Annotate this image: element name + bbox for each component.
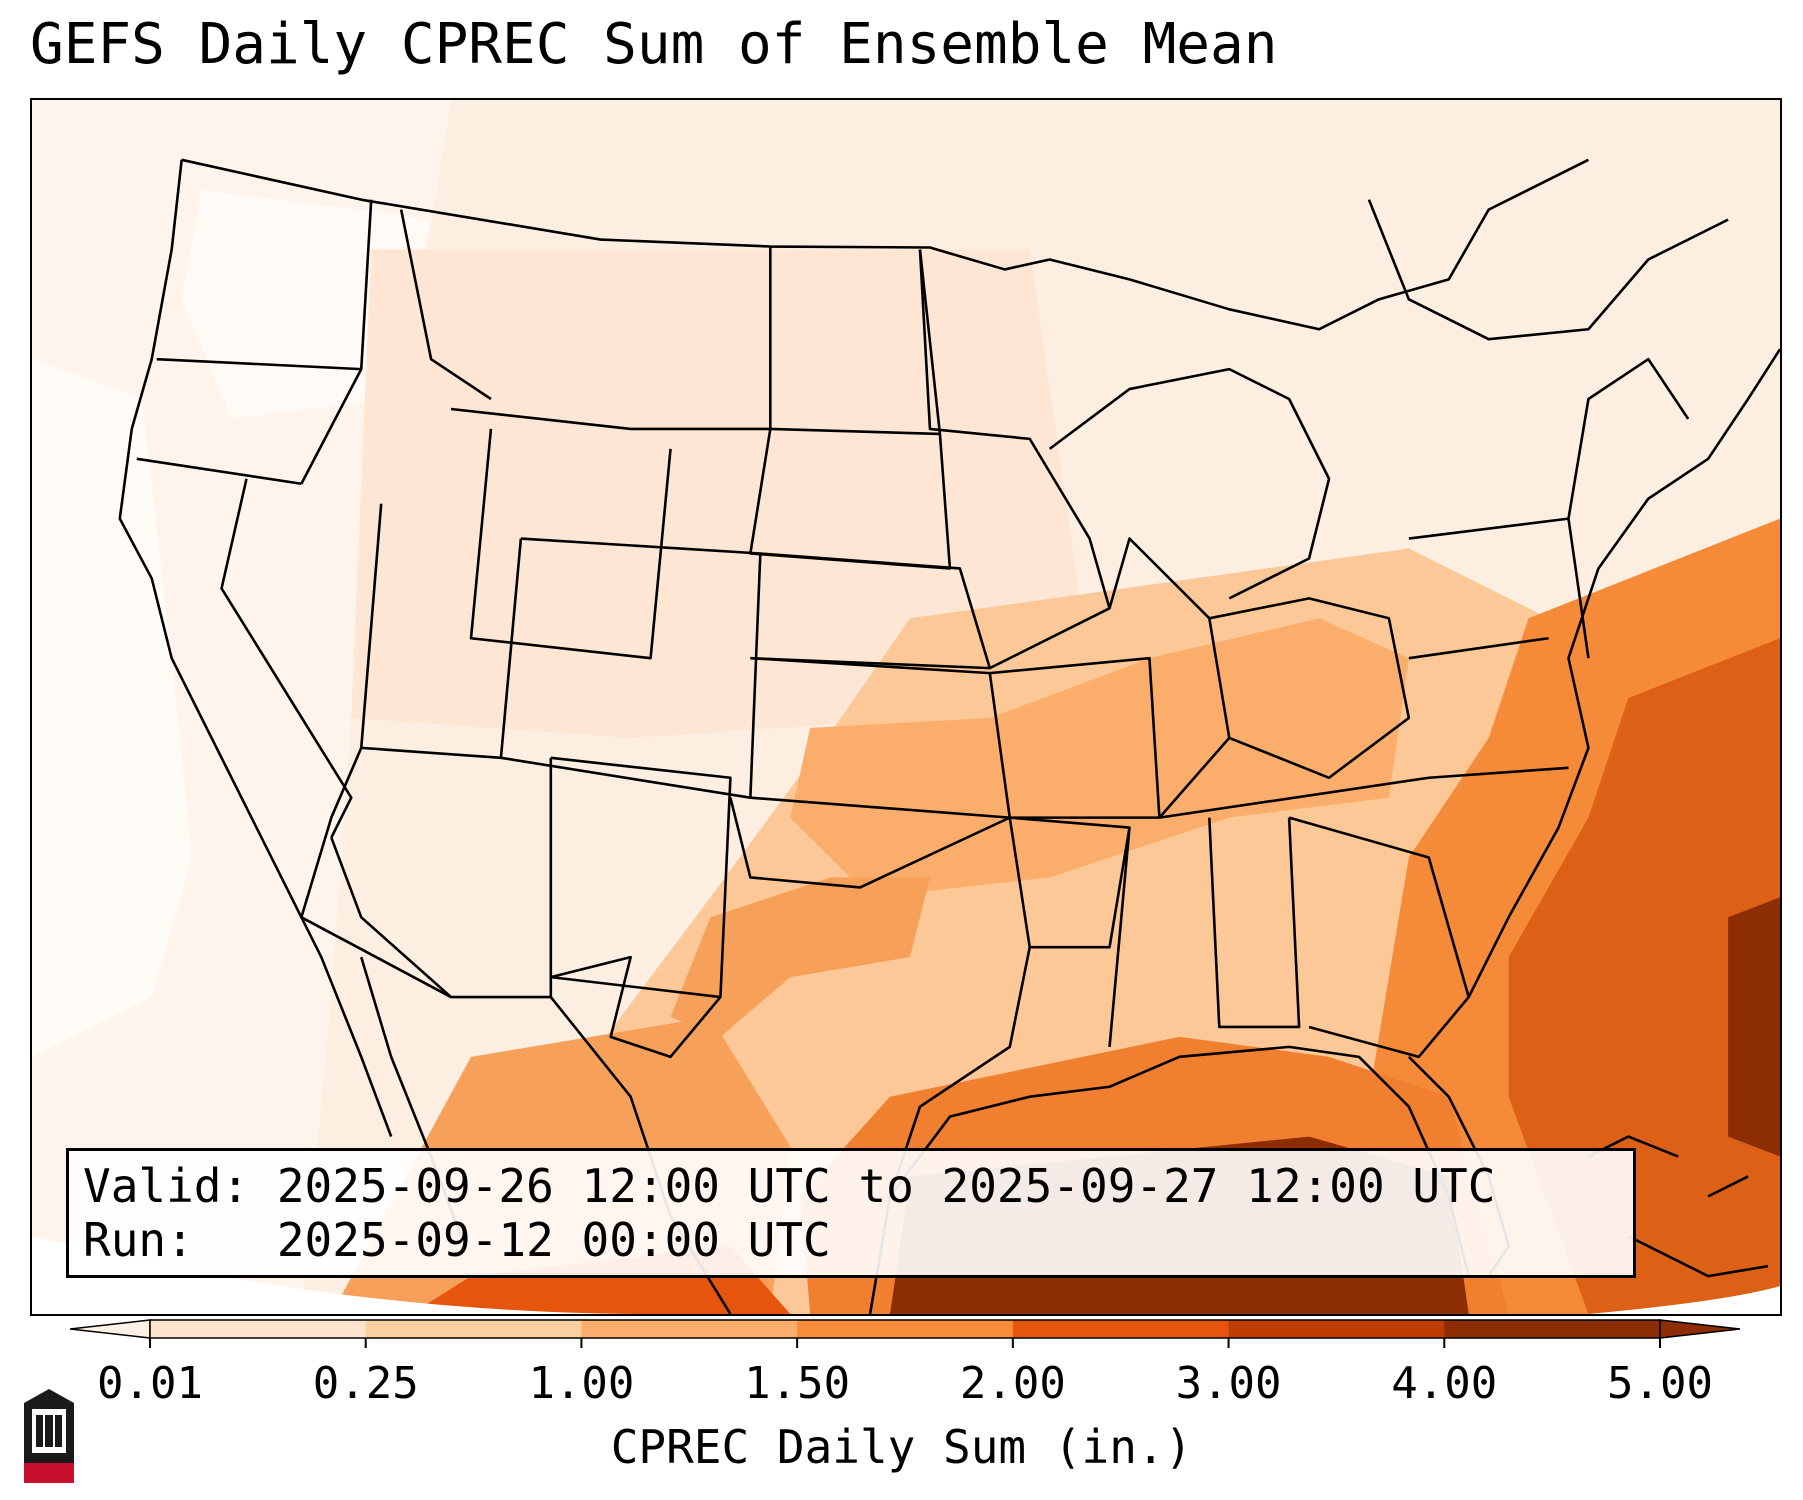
idaho-west-line (300, 199, 373, 485)
idaho-montana-line (399, 209, 492, 401)
ohio-valley (1209, 597, 1411, 780)
colorbar-extend-max (1659, 1319, 1741, 1339)
colorbar (69, 1319, 1741, 1348)
oklahoma-texas (729, 797, 1011, 889)
colorbar-tick-label: 0.25 (312, 1358, 419, 1409)
montana-south-line (450, 407, 771, 431)
colorbar-segment (150, 1320, 367, 1338)
nevada-boundary (220, 478, 353, 839)
northeast-lines (1408, 357, 1690, 660)
colorbar-segment (797, 1320, 1014, 1338)
colorbar-tick-label: 3.00 (1175, 1358, 1282, 1409)
canada-east-boundary (1367, 199, 1729, 341)
colorbar-segment (365, 1320, 582, 1338)
colorbar-tick-label: 4.00 (1391, 1358, 1498, 1409)
colorbar-frame (149, 1319, 1661, 1339)
projection-corner-left (32, 1236, 631, 1314)
north-dakota-box (769, 246, 942, 436)
valid-time-text: Valid: 2025-09-26 12:00 UTC to 2025-09-2… (83, 1159, 1496, 1213)
colorbar-ticks (149, 1338, 1661, 1348)
wyoming-box (469, 428, 672, 660)
page-title: GEFS Daily CPREC Sum of Ensemble Mean (30, 12, 1278, 77)
map-panel[interactable] (30, 98, 1782, 1316)
washington-oregon-line (156, 357, 362, 371)
colorbar-segment (1012, 1320, 1230, 1338)
newmexico-box (550, 756, 732, 999)
west-coastline (118, 159, 393, 1138)
kansas-oklahoma (750, 656, 1012, 819)
minnesota-iowa (918, 249, 1111, 670)
arizona-newmexico (300, 747, 553, 999)
atlantic-very-heavy-area (1508, 638, 1780, 1314)
plains-precip-area (351, 249, 1080, 738)
colorbar-tick-label: 5.00 (1607, 1358, 1713, 1409)
colorado-box (500, 537, 762, 799)
colorbar-segment (1444, 1320, 1661, 1338)
atlantic-coast (1467, 348, 1780, 998)
colorbar-label: CPREC Daily Sum (in.) (610, 1420, 1193, 1474)
atlantic-extreme-area (1728, 897, 1780, 1157)
niu-logo (24, 1389, 74, 1483)
utah-colorado (359, 503, 523, 760)
colorbar-segments (69, 1319, 1741, 1339)
precipitation-map (32, 100, 1780, 1314)
projection-corner-right (1588, 1286, 1780, 1314)
info-box: Valid: 2025-09-26 12:00 UTC to 2025-09-2… (66, 1148, 1636, 1278)
nebraska-kansas (750, 552, 992, 670)
arkansas-louisiana (1009, 816, 1131, 949)
pacific-offshore-area (32, 359, 192, 1057)
colorbar-extend-min (69, 1319, 151, 1339)
colorbar-tick-label: 1.00 (528, 1358, 635, 1409)
missouri-arkansas (989, 656, 1161, 819)
tennessee-line (1159, 766, 1569, 819)
central-band-area (790, 618, 1409, 898)
colorbar-tick-label: 1.50 (744, 1358, 851, 1409)
colorbar-tick-label: 2.00 (959, 1358, 1066, 1409)
mississippi-alabama (1108, 817, 1301, 1047)
colorbar-segment (1228, 1320, 1445, 1338)
colorbar-tick-label: 0.01 (97, 1358, 203, 1409)
texas-band-area (670, 877, 930, 1037)
colorbar-segment (581, 1320, 798, 1338)
oregon-california-line (136, 457, 302, 486)
run-time-text: Run: 2025-09-12 00:00 UTC (83, 1213, 831, 1267)
great-lakes-region (1048, 367, 1331, 600)
us-canada-border (181, 158, 1590, 331)
